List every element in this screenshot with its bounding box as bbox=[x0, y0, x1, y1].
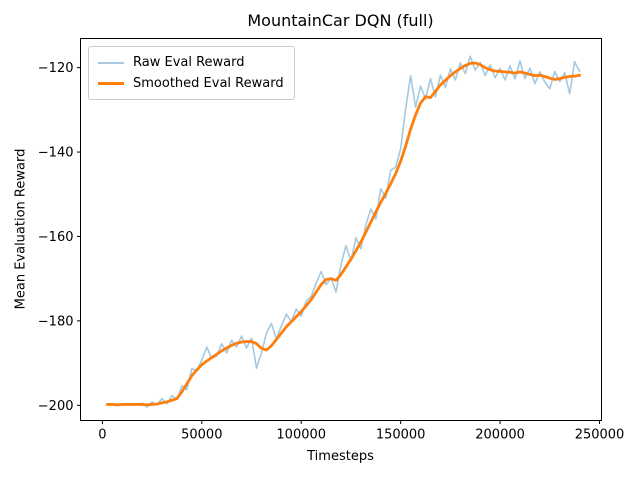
legend-item-raw: Raw Eval Reward bbox=[98, 52, 284, 73]
raw-eval-reward-line bbox=[106, 55, 581, 408]
x-tick-label: 0 bbox=[98, 428, 106, 443]
y-tick-label: −140 bbox=[38, 146, 74, 161]
legend-label-smoothed: Smoothed Eval Reward bbox=[133, 76, 284, 91]
x-tick-label: 200000 bbox=[475, 428, 525, 443]
x-axis-label: Timesteps bbox=[307, 449, 374, 464]
y-tick-label: −160 bbox=[38, 230, 74, 245]
smoothed-eval-reward-line bbox=[105, 61, 582, 407]
raw-line-swatch bbox=[98, 61, 124, 64]
x-tick-label: 50000 bbox=[181, 428, 222, 443]
x-tick-label: 100000 bbox=[276, 428, 326, 443]
legend-label-raw: Raw Eval Reward bbox=[133, 55, 245, 70]
x-tick-label: 250000 bbox=[575, 428, 625, 443]
y-tick-label: −200 bbox=[38, 399, 74, 414]
chart-title: MountainCar DQN (full) bbox=[247, 11, 434, 30]
y-tick-label: −120 bbox=[38, 61, 74, 76]
y-tick-label: −180 bbox=[38, 314, 74, 329]
smoothed-line-swatch bbox=[98, 82, 124, 85]
axes-frame bbox=[80, 38, 602, 421]
legend-item-smoothed: Smoothed Eval Reward bbox=[98, 73, 284, 94]
x-tick-label: 150000 bbox=[376, 428, 426, 443]
legend: Raw Eval Reward Smoothed Eval Reward bbox=[88, 46, 295, 100]
